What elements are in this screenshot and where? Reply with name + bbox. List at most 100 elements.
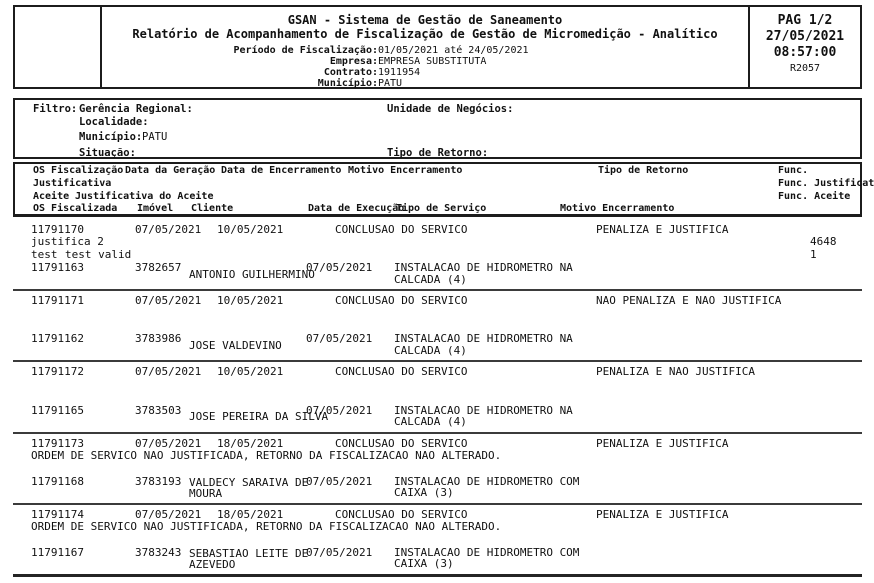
filter-situacao-label: Situação: bbox=[79, 147, 136, 159]
cliente-value: ANTONIO GUILHERMINO bbox=[189, 267, 315, 281]
filter-municipio-value: PATU bbox=[142, 131, 168, 143]
col-motivo-encerramento-os: Motivo Encerramento bbox=[560, 203, 675, 215]
col-data-execucao: Data de Execução bbox=[308, 203, 405, 215]
justificativa-aceite-value: test valid bbox=[65, 247, 132, 261]
col-func-aceite: Func. Aceite bbox=[778, 190, 851, 202]
justificativa-value: ORDEM DE SERVICO NAO JUSTIFICADA, RETORN… bbox=[31, 448, 502, 462]
col-os-fiscalizacao: OS Fiscalização bbox=[33, 165, 124, 176]
data-encerramento-value: 10/05/2021 bbox=[217, 365, 284, 379]
col-imovel: Imóvel bbox=[137, 203, 174, 215]
tipo-retorno-value: PENALIZA E JUSTIFICA bbox=[596, 223, 729, 236]
col-motivo-encerramento: Motivo Encerramento bbox=[348, 165, 463, 176]
tipo-servico-value: INSTALACAO DE HIDROMETRO NA CALCADA (4) bbox=[394, 261, 573, 286]
col-tipo-servico: Tipo de Serviço bbox=[396, 203, 487, 215]
system-name: GSAN - Sistema de Gestão de Saneamento bbox=[287, 13, 563, 27]
motivo-encerramento-value: CONCLUSAO DO SERVICO bbox=[335, 507, 468, 521]
cliente-value: JOSE PEREIRA DA SILVA bbox=[189, 410, 329, 424]
data-encerramento-value: 18/05/2021 bbox=[217, 436, 284, 450]
page-number: PAG 1/2 bbox=[777, 13, 833, 28]
tipo-servico-value: INSTALACAO DE HIDROMETRO NA CALCADA (4) bbox=[394, 403, 573, 429]
data-execucao-value: 07/05/2021 bbox=[306, 474, 373, 488]
col-func-justificat: Func. Justificat. bbox=[778, 177, 874, 189]
data-execucao-value: 07/05/2021 bbox=[306, 261, 373, 275]
data-geracao-value: 07/05/2021 bbox=[135, 223, 202, 236]
tipo-retorno-value: NAO PENALIZA E NAO JUSTIFICA bbox=[596, 294, 782, 308]
data-geracao-value: 07/05/2021 bbox=[135, 436, 202, 450]
imovel-value: 3782657 bbox=[135, 261, 182, 275]
aceite-value: test bbox=[31, 247, 58, 261]
motivo-encerramento-value: CONCLUSAO DO SERVICO bbox=[335, 294, 468, 308]
cliente-value: VALDECY SARAIVA DE MOURA bbox=[189, 475, 309, 501]
col-tipo-retorno: Tipo de Retorno bbox=[598, 165, 689, 176]
motivo-encerramento-value: CONCLUSAO DO SERVICO bbox=[335, 223, 468, 236]
data-geracao-value: 07/05/2021 bbox=[135, 507, 202, 521]
col-justificativa: Justificativa bbox=[33, 177, 112, 189]
report-header: GSAN - Sistema de Gestão de Saneamento R… bbox=[13, 5, 862, 89]
data-geracao-value: 07/05/2021 bbox=[135, 365, 202, 379]
logo-box bbox=[15, 7, 102, 87]
page-info-box: PAG 1/2 27/05/2021 08:57:00 R2057 bbox=[748, 7, 860, 87]
os-fiscalizada-value: 11791165 bbox=[31, 403, 84, 417]
os-fiscalizada-value: 11791162 bbox=[31, 332, 84, 346]
os-fiscalizada-value: 11791163 bbox=[31, 261, 84, 275]
data-execucao-value: 07/05/2021 bbox=[306, 332, 373, 346]
header-field: Empresa: EMPRESA SUBSTITUTA bbox=[102, 56, 748, 67]
motivo-encerramento-value: CONCLUSAO DO SERVICO bbox=[335, 365, 468, 379]
os-fiscalizacao-value: 11791172 bbox=[31, 365, 84, 379]
filter-tipo-retorno-label: Tipo de Retorno: bbox=[387, 147, 489, 159]
table-header: OS Fiscalização Data da Geração Data de … bbox=[13, 162, 874, 217]
imovel-value: 3783503 bbox=[135, 403, 182, 417]
report-code: R2057 bbox=[789, 63, 821, 74]
tipo-servico-value: INSTALACAO DE HIDROMETRO COM CAIXA (3) bbox=[394, 474, 580, 500]
title-area: GSAN - Sistema de Gestão de Saneamento R… bbox=[102, 7, 748, 89]
header-field-label: Período de Fiscalização: bbox=[233, 45, 379, 56]
data-execucao-value: 07/05/2021 bbox=[306, 545, 373, 559]
cliente-value: SEBASTIAO LEITE DE AZEVEDO bbox=[189, 546, 309, 572]
col-data-geracao: Data da Geração bbox=[125, 165, 216, 176]
justificativa-value: ORDEM DE SERVICO NAO JUSTIFICADA, RETORN… bbox=[31, 520, 502, 534]
imovel-value: 3783193 bbox=[135, 474, 182, 488]
fiscalization-record: 11791174 07/05/2021 18/05/2021 CONCLUSAO… bbox=[13, 505, 862, 577]
os-fiscalizacao-value: 11791173 bbox=[31, 436, 84, 450]
col-func: Func. bbox=[778, 165, 809, 176]
header-field: Período de Fiscalização: 01/05/2021 até 2… bbox=[102, 45, 748, 56]
tipo-retorno-value: PENALIZA E JUSTIFICA bbox=[596, 436, 729, 450]
filter-title: Filtro: bbox=[33, 103, 78, 115]
filter-section: Filtro: Gerência Regional: Unidade de Ne… bbox=[13, 98, 862, 159]
col-cliente: Cliente bbox=[191, 203, 234, 215]
fiscalization-record: 11791170 07/05/2021 10/05/2021 CONCLUSAO… bbox=[13, 220, 862, 292]
os-fiscalizacao-value: 11791171 bbox=[31, 294, 84, 308]
header-fields: Período de Fiscalização: 01/05/2021 até 2… bbox=[102, 45, 748, 89]
filter-gerencia-label: Gerência Regional: bbox=[79, 103, 193, 115]
header-field-value: EMPRESA SUBSTITUTA bbox=[378, 56, 487, 67]
tipo-retorno-value: PENALIZA E NAO JUSTIFICA bbox=[596, 365, 755, 379]
data-execucao-value: 07/05/2021 bbox=[306, 403, 373, 417]
print-time: 08:57:00 bbox=[773, 45, 837, 60]
imovel-value: 3783243 bbox=[135, 545, 182, 559]
tipo-servico-value: INSTALACAO DE HIDROMETRO COM CAIXA (3) bbox=[394, 545, 580, 571]
func-justificat-value: 4648 bbox=[810, 235, 837, 249]
header-field-label: Município: bbox=[317, 78, 378, 89]
header-field: Contrato: 1911954 bbox=[102, 67, 748, 78]
filter-unidade-label: Unidade de Negócios: bbox=[387, 103, 514, 115]
os-fiscalizada-value: 11791167 bbox=[31, 545, 84, 559]
report-title: Relatório de Acompanhamento de Fiscaliza… bbox=[132, 27, 718, 41]
cliente-value: JOSE VALDEVINO bbox=[189, 339, 282, 353]
col-data-encerramento: Data de Encerramento bbox=[221, 165, 342, 176]
header-field: Município: PATU bbox=[102, 78, 748, 89]
func-aceite-value: 1 bbox=[810, 247, 817, 261]
header-field-value: 1911954 bbox=[378, 67, 421, 78]
fiscalization-record: 11791172 07/05/2021 10/05/2021 CONCLUSAO… bbox=[13, 362, 862, 434]
data-encerramento-value: 10/05/2021 bbox=[217, 294, 284, 308]
header-field-label: Empresa: bbox=[329, 56, 378, 67]
fiscalization-record: 11791171 07/05/2021 10/05/2021 CONCLUSAO… bbox=[13, 291, 862, 363]
col-justificativa-aceite: Justificativa do Aceite bbox=[75, 190, 214, 202]
fiscalization-record: 11791173 07/05/2021 18/05/2021 CONCLUSAO… bbox=[13, 434, 862, 505]
filter-localidade-label: Localidade: bbox=[79, 116, 149, 128]
tipo-retorno-value: PENALIZA E JUSTIFICA bbox=[596, 507, 729, 521]
os-fiscalizada-value: 11791168 bbox=[31, 474, 84, 488]
header-field-label: Contrato: bbox=[323, 67, 378, 78]
imovel-value: 3783986 bbox=[135, 332, 182, 346]
os-fiscalizacao-value: 11791170 bbox=[31, 223, 84, 236]
